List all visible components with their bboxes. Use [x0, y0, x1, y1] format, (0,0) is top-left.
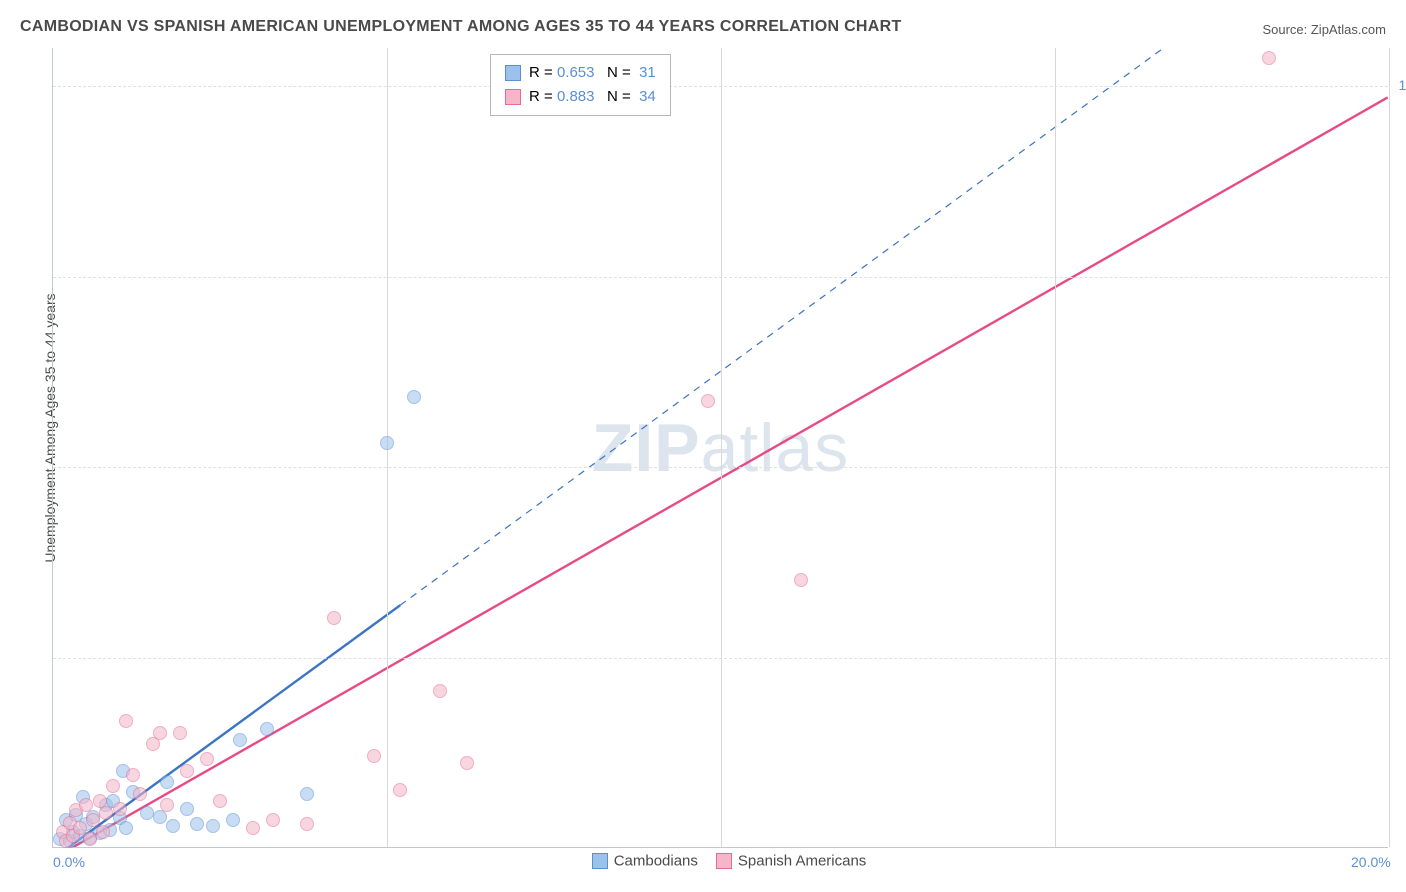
data-point [206, 819, 220, 833]
source-prefix: Source: [1262, 22, 1310, 37]
data-point [327, 611, 341, 625]
data-point [99, 806, 113, 820]
y-tick-label: 50.0% [1394, 458, 1406, 474]
plot-area: ZIPatlas 25.0%50.0%75.0%100.0%0.0%20.0% [52, 48, 1388, 848]
data-point [119, 714, 133, 728]
data-point [106, 779, 120, 793]
data-point [260, 722, 274, 736]
data-point [83, 832, 97, 846]
data-point [126, 768, 140, 782]
stats-legend-box: R = 0.653 N = 31R = 0.883 N = 34 [490, 54, 671, 116]
legend-bottom: Cambodians Spanish Americans [52, 852, 1388, 880]
data-point [160, 775, 174, 789]
data-point [300, 787, 314, 801]
gridline-vertical [1055, 48, 1056, 847]
data-point [113, 802, 127, 816]
data-point [133, 787, 147, 801]
data-point [160, 798, 174, 812]
trendline-dashed [400, 48, 1163, 605]
legend-swatch [716, 853, 732, 869]
n-value: 34 [635, 88, 656, 105]
n-label: N = [594, 88, 634, 105]
data-point [140, 806, 154, 820]
y-tick-label: 25.0% [1394, 649, 1406, 665]
legend-label: Cambodians [614, 853, 698, 870]
data-point [180, 764, 194, 778]
data-point [180, 802, 194, 816]
data-point [407, 390, 421, 404]
data-point [794, 573, 808, 587]
data-point [226, 813, 240, 827]
data-point [266, 813, 280, 827]
data-point [701, 394, 715, 408]
data-point [367, 749, 381, 763]
chart-title: CAMBODIAN VS SPANISH AMERICAN UNEMPLOYME… [20, 18, 902, 36]
gridline-vertical [721, 48, 722, 847]
stats-row: R = 0.883 N = 34 [505, 85, 656, 109]
y-tick-label: 75.0% [1394, 268, 1406, 284]
r-value: 0.883 [557, 88, 595, 105]
data-point [153, 726, 167, 740]
data-point [200, 752, 214, 766]
data-point [1262, 51, 1276, 65]
data-point [190, 817, 204, 831]
data-point [119, 821, 133, 835]
legend-swatch [505, 65, 521, 81]
data-point [393, 783, 407, 797]
data-point [173, 726, 187, 740]
data-point [79, 798, 93, 812]
r-label: R = [529, 64, 557, 81]
data-point [213, 794, 227, 808]
data-point [233, 733, 247, 747]
y-tick-label: 100.0% [1394, 77, 1406, 93]
n-value: 31 [635, 64, 656, 81]
data-point [96, 825, 110, 839]
legend-swatch [505, 89, 521, 105]
r-label: R = [529, 88, 557, 105]
data-point [460, 756, 474, 770]
data-point [246, 821, 260, 835]
stats-row: R = 0.653 N = 31 [505, 61, 656, 85]
gridline-vertical [1389, 48, 1390, 847]
watermark-atlas: atlas [701, 410, 850, 486]
legend-swatch [592, 853, 608, 869]
data-point [300, 817, 314, 831]
source-attribution: Source: ZipAtlas.com [1262, 22, 1386, 37]
data-point [380, 436, 394, 450]
data-point [166, 819, 180, 833]
source-link[interactable]: ZipAtlas.com [1311, 22, 1386, 37]
watermark-zip: ZIP [592, 410, 701, 486]
n-label: N = [594, 64, 634, 81]
legend-label: Spanish Americans [738, 853, 866, 870]
r-value: 0.653 [557, 64, 595, 81]
data-point [433, 684, 447, 698]
